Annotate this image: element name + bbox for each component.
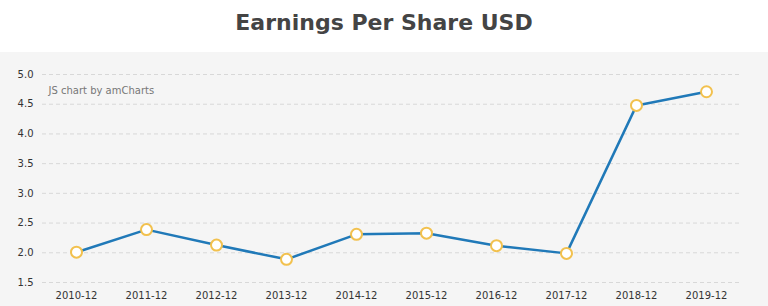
svg-text:2017-12: 2017-12: [546, 290, 588, 301]
svg-text:5.0: 5.0: [18, 69, 34, 80]
svg-text:2.5: 2.5: [18, 217, 34, 228]
svg-text:4.0: 4.0: [18, 128, 34, 139]
svg-text:2019-12: 2019-12: [686, 290, 728, 301]
svg-text:2.0: 2.0: [18, 247, 34, 258]
html-text:Earnings Per Share USD: Earnings Per Share USD: [235, 10, 533, 35]
svg-text:1.5: 1.5: [18, 277, 34, 288]
svg-text:4.5: 4.5: [18, 98, 34, 109]
svg-text:2015-12: 2015-12: [406, 290, 448, 301]
svg-text:2016-12: 2016-12: [476, 290, 518, 301]
svg-text:2013-12: 2013-12: [266, 290, 308, 301]
svg-text:3.5: 3.5: [18, 158, 34, 169]
svg-text:2011-12: 2011-12: [126, 290, 168, 301]
svg-text:2018-12: 2018-12: [616, 290, 658, 301]
svg-text:2014-12: 2014-12: [336, 290, 378, 301]
svg-text:2010-12: 2010-12: [56, 290, 98, 301]
svg-text:2012-12: 2012-12: [196, 290, 238, 301]
svg-text:JS chart by amCharts: JS chart by amCharts: [48, 85, 155, 96]
svg-text:3.0: 3.0: [18, 188, 34, 199]
